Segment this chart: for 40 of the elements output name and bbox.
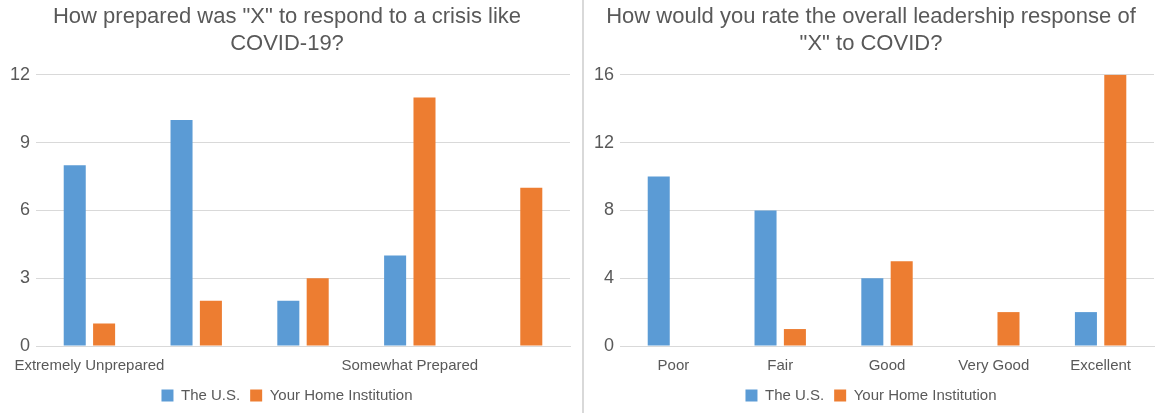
x-tick-label: Excellent <box>1070 356 1132 374</box>
y-tick-label: 12 <box>9 63 31 84</box>
bar <box>63 165 86 346</box>
x-tick-label: Extremely Unprepared <box>14 356 165 374</box>
bar <box>1104 74 1127 346</box>
bar <box>413 97 436 346</box>
x-tick-label: Somewhat Prepared <box>341 356 479 374</box>
bar <box>277 300 300 346</box>
bar <box>93 323 116 346</box>
y-tick-label: 6 <box>20 199 31 220</box>
y-tick-label: 0 <box>604 334 615 355</box>
y-tick-label: 4 <box>604 267 615 288</box>
x-tick-label: Poor <box>657 356 690 374</box>
y-tick-label: 9 <box>20 131 31 152</box>
y-tick-label: 12 <box>593 131 615 152</box>
x-tick-label: Very Good <box>958 356 1030 374</box>
x-tick-label: Fair <box>767 356 794 374</box>
bar <box>384 255 407 346</box>
legend-label: The U.S. <box>180 385 241 403</box>
x-tick-label: Good <box>868 356 906 374</box>
bar <box>783 329 806 346</box>
y-tick-label: 0 <box>20 334 31 355</box>
chart-title: How would you rate the overall leadership response of "X" to COVID? <box>606 3 1137 55</box>
bar <box>647 176 670 346</box>
bar <box>997 312 1020 346</box>
bar <box>1074 312 1097 346</box>
y-tick-label: 8 <box>604 199 615 220</box>
y-tick-label: 16 <box>593 63 615 84</box>
legend-label: The U.S. <box>764 385 825 403</box>
bar <box>754 210 777 346</box>
y-tick-label: 3 <box>20 267 31 288</box>
bar <box>520 187 543 346</box>
bar <box>306 278 329 346</box>
bar <box>890 261 913 346</box>
bar <box>170 120 193 346</box>
bar <box>861 278 884 346</box>
bar <box>199 300 222 346</box>
chart-title: How prepared was "X" to respond to a crisis like COVID-19? <box>52 3 522 55</box>
legend-label: Your Home Institution <box>853 385 997 403</box>
legend-label: Your Home Institution <box>269 385 413 403</box>
